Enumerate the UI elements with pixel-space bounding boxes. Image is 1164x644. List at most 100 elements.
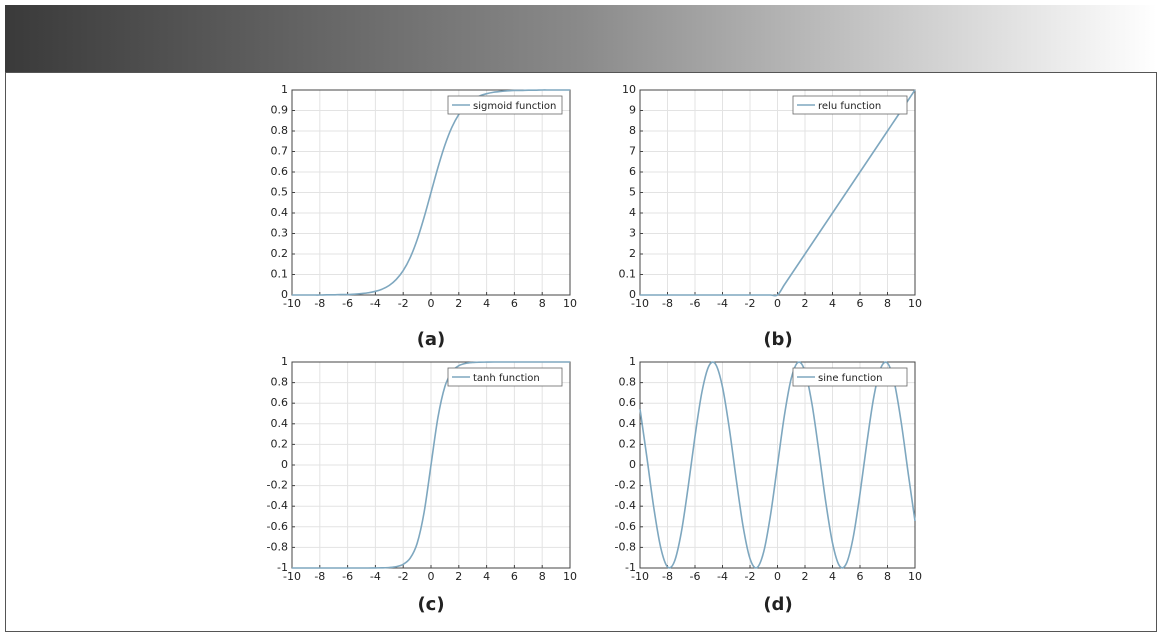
- legend-label: sigmoid function: [473, 101, 556, 112]
- x-tick-label: -2: [745, 297, 756, 310]
- x-tick-label: -10: [631, 297, 649, 310]
- legend-label: relu function: [818, 101, 881, 112]
- y-tick-label: 3: [629, 227, 636, 240]
- y-tick-label: 0.7: [271, 145, 289, 158]
- y-tick-label: -0.2: [615, 479, 636, 492]
- x-tick-label: -2: [398, 297, 409, 310]
- y-tick-label: 1: [281, 83, 288, 96]
- x-tick-label: 10: [563, 570, 577, 583]
- panel-label: (c): [417, 594, 444, 615]
- y-tick-label: 0: [281, 458, 288, 471]
- x-tick-label: -6: [690, 570, 701, 583]
- y-tick-label: 0.1: [271, 268, 289, 281]
- x-tick-label: 10: [908, 570, 922, 583]
- y-tick-label: 0.6: [619, 396, 637, 409]
- y-tick-label: -0.4: [267, 499, 288, 512]
- y-tick-label: 0.3: [271, 227, 289, 240]
- y-tick-label: 0.2: [271, 247, 289, 260]
- panel-label: (a): [417, 329, 446, 350]
- x-tick-label: -8: [662, 297, 673, 310]
- x-tick-label: -10: [283, 570, 301, 583]
- x-tick-label: 4: [829, 297, 836, 310]
- line-series: [640, 89, 916, 297]
- y-tick-label: 8: [629, 124, 636, 137]
- y-tick-label: 6: [629, 165, 636, 178]
- x-tick-label: -10: [631, 570, 649, 583]
- header-bar: [5, 5, 1157, 72]
- y-tick-label: 0.8: [271, 376, 289, 389]
- x-tick-label: 2: [455, 297, 462, 310]
- legend-box: [792, 367, 908, 387]
- legend-box: [792, 95, 908, 115]
- y-tick-label: 9: [629, 104, 636, 117]
- line-series: [292, 89, 570, 296]
- axes-frame: [291, 361, 571, 569]
- y-tick-label: 0.9: [271, 104, 289, 117]
- x-tick-label: 2: [455, 570, 462, 583]
- panel-label: (b): [763, 329, 792, 350]
- x-tick-label: 8: [884, 570, 891, 583]
- y-tick-label: 4: [629, 206, 636, 219]
- axes-frame: [291, 89, 571, 296]
- x-tick-label: -4: [717, 570, 728, 583]
- y-tick-label: 0.2: [271, 437, 289, 450]
- y-tick-label: -1: [277, 561, 288, 574]
- y-tick-label: 0.2: [619, 437, 637, 450]
- line-series: [292, 361, 570, 569]
- y-tick-label: 0.6: [271, 165, 289, 178]
- y-tick-label: -1: [625, 561, 636, 574]
- legend-label: tanh function: [473, 373, 540, 384]
- y-tick-label: 0.8: [619, 376, 637, 389]
- x-tick-label: -4: [717, 297, 728, 310]
- y-tick-label: 2: [629, 247, 636, 260]
- x-tick-label: 6: [857, 297, 864, 310]
- y-tick-label: -0.8: [615, 540, 636, 553]
- y-tick-label: 0.6: [271, 396, 289, 409]
- axes-frame: [639, 361, 916, 569]
- y-tick-label: 7: [629, 145, 636, 158]
- x-tick-label: 6: [511, 297, 518, 310]
- x-tick-label: 8: [884, 297, 891, 310]
- x-tick-label: 8: [539, 297, 546, 310]
- y-tick-label: 10: [622, 83, 636, 96]
- y-tick-label: 1: [281, 355, 288, 368]
- y-tick-label: -0.6: [615, 520, 636, 533]
- x-tick-label: 0: [774, 297, 781, 310]
- x-tick-label: 0: [774, 570, 781, 583]
- x-tick-label: -4: [370, 570, 381, 583]
- y-tick-label: 0: [281, 288, 288, 301]
- x-tick-label: 6: [857, 570, 864, 583]
- x-tick-label: -6: [690, 297, 701, 310]
- x-tick-label: -2: [745, 570, 756, 583]
- y-tick-label: 0.5: [271, 186, 289, 199]
- x-tick-label: 4: [483, 297, 490, 310]
- frame: [5, 72, 1157, 632]
- y-tick-label: 0.4: [271, 417, 289, 430]
- y-tick-label: 1: [629, 355, 636, 368]
- x-tick-label: 4: [483, 570, 490, 583]
- y-tick-label: 0.1: [619, 268, 637, 281]
- x-tick-label: 6: [511, 570, 518, 583]
- y-tick-label: -0.8: [267, 540, 288, 553]
- legend-box: [447, 367, 563, 387]
- y-tick-label: 0: [629, 458, 636, 471]
- y-tick-label: -0.2: [267, 479, 288, 492]
- x-tick-label: -8: [662, 570, 673, 583]
- x-tick-label: -8: [314, 570, 325, 583]
- line-series: [639, 361, 916, 569]
- y-tick-label: 0: [629, 288, 636, 301]
- x-tick-label: 10: [908, 297, 922, 310]
- y-tick-label: 0.4: [619, 417, 637, 430]
- x-tick-label: 4: [829, 570, 836, 583]
- x-tick-label: 8: [539, 570, 546, 583]
- x-tick-label: -2: [398, 570, 409, 583]
- x-tick-label: -6: [342, 570, 353, 583]
- legend-label: sine function: [818, 373, 883, 384]
- x-tick-label: -10: [283, 297, 301, 310]
- x-tick-label: -4: [370, 297, 381, 310]
- x-tick-label: -6: [342, 297, 353, 310]
- x-tick-label: 2: [802, 570, 809, 583]
- x-tick-label: 0: [428, 297, 435, 310]
- y-tick-label: 0.4: [271, 206, 289, 219]
